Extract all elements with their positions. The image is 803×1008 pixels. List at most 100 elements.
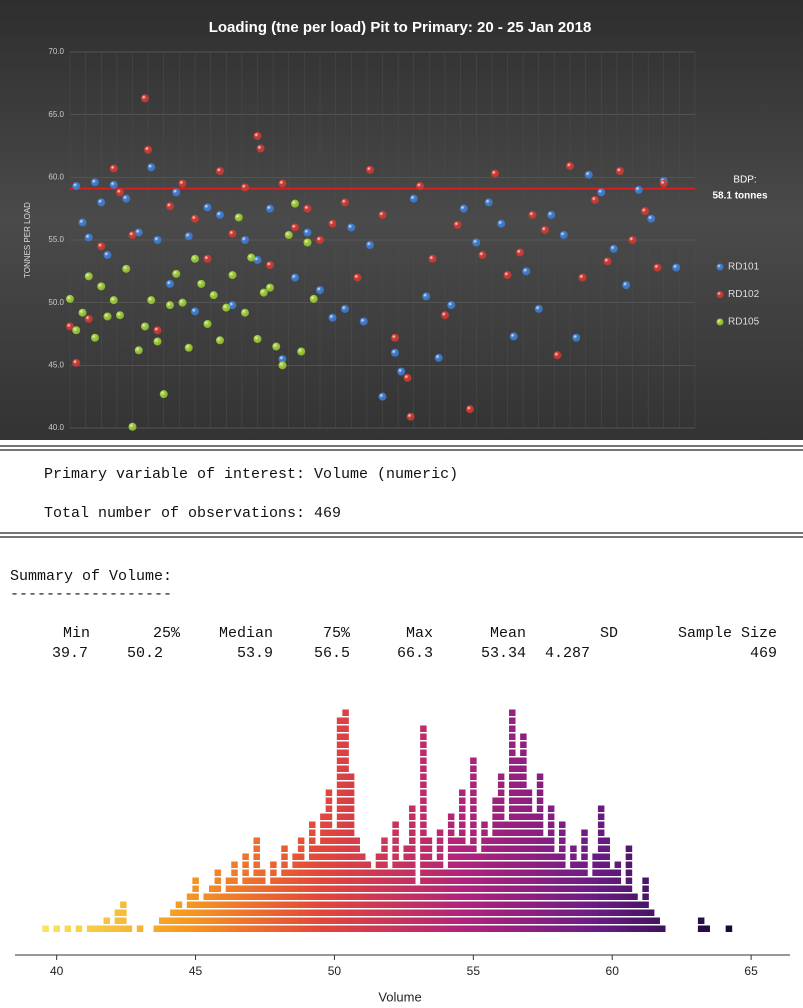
dot [464, 901, 472, 908]
dot [559, 909, 566, 916]
dot [509, 829, 516, 836]
dot [286, 901, 294, 908]
dot-column [275, 877, 283, 932]
dot [314, 901, 322, 908]
legend-label: RD102 [728, 289, 760, 300]
point [659, 179, 668, 188]
point [191, 214, 199, 223]
dot [309, 861, 316, 868]
dot [470, 869, 477, 876]
dot [247, 901, 255, 908]
point [391, 348, 399, 357]
dot [225, 877, 233, 884]
dot [114, 925, 122, 932]
dot [547, 861, 555, 868]
dot [292, 885, 299, 892]
point [341, 304, 349, 313]
dot [553, 901, 560, 908]
dot [509, 845, 516, 852]
dot [342, 813, 349, 820]
dot [559, 877, 566, 884]
dot [231, 885, 238, 892]
dot [347, 925, 355, 932]
dot [214, 893, 222, 900]
point [78, 218, 87, 227]
point [134, 346, 143, 355]
dot [542, 853, 549, 860]
dot [320, 813, 327, 820]
dot [259, 885, 266, 892]
dot [581, 845, 588, 852]
point [72, 358, 81, 367]
dot [509, 821, 516, 828]
dot [436, 869, 444, 876]
dot [192, 909, 199, 916]
dot [547, 869, 555, 876]
dot-column [231, 861, 238, 932]
dot [364, 909, 372, 916]
point [522, 267, 531, 276]
dot [531, 885, 538, 892]
dot [359, 861, 366, 868]
dot [531, 893, 538, 900]
dot [420, 901, 427, 908]
dot [525, 829, 533, 836]
dot [470, 925, 477, 932]
dot [420, 805, 427, 812]
dot [536, 853, 544, 860]
dot [497, 925, 505, 932]
point [91, 178, 99, 187]
point [647, 214, 656, 223]
dot [470, 829, 477, 836]
dot [614, 869, 622, 876]
point [397, 367, 406, 376]
dot [470, 821, 477, 828]
dot-column [159, 917, 166, 932]
point [316, 286, 324, 295]
point [84, 272, 93, 281]
dot [536, 805, 544, 812]
dot-column [209, 885, 216, 932]
dot [392, 877, 399, 884]
dot [464, 853, 472, 860]
dot [442, 909, 449, 916]
point [166, 301, 174, 310]
dot-column [386, 869, 394, 932]
dot-column [403, 845, 410, 932]
dot [364, 869, 372, 876]
dot [336, 829, 344, 836]
dot-column [631, 893, 638, 932]
dot [531, 901, 538, 908]
dot [292, 917, 299, 924]
dot [503, 829, 510, 836]
dot [459, 909, 466, 916]
dot [297, 925, 305, 932]
dot [570, 877, 577, 884]
dot [342, 749, 349, 756]
dot [547, 885, 555, 892]
dot [553, 917, 560, 924]
dot [320, 893, 327, 900]
dot-column [481, 821, 488, 932]
dot [409, 845, 416, 852]
dot [486, 869, 494, 876]
dot [236, 909, 244, 916]
dot [470, 893, 477, 900]
dot-column [220, 893, 227, 932]
dot [242, 885, 249, 892]
dot [453, 893, 460, 900]
dot [359, 893, 366, 900]
dot [592, 917, 599, 924]
dot [453, 917, 460, 924]
x-tick-label: 55 [467, 964, 481, 978]
dot [653, 925, 660, 932]
dot [403, 845, 410, 852]
dot [570, 861, 577, 868]
dot [525, 797, 533, 804]
dot [497, 901, 505, 908]
dot [303, 925, 310, 932]
dot [342, 789, 349, 796]
dot [453, 901, 460, 908]
dot [475, 869, 483, 876]
dot [542, 925, 549, 932]
